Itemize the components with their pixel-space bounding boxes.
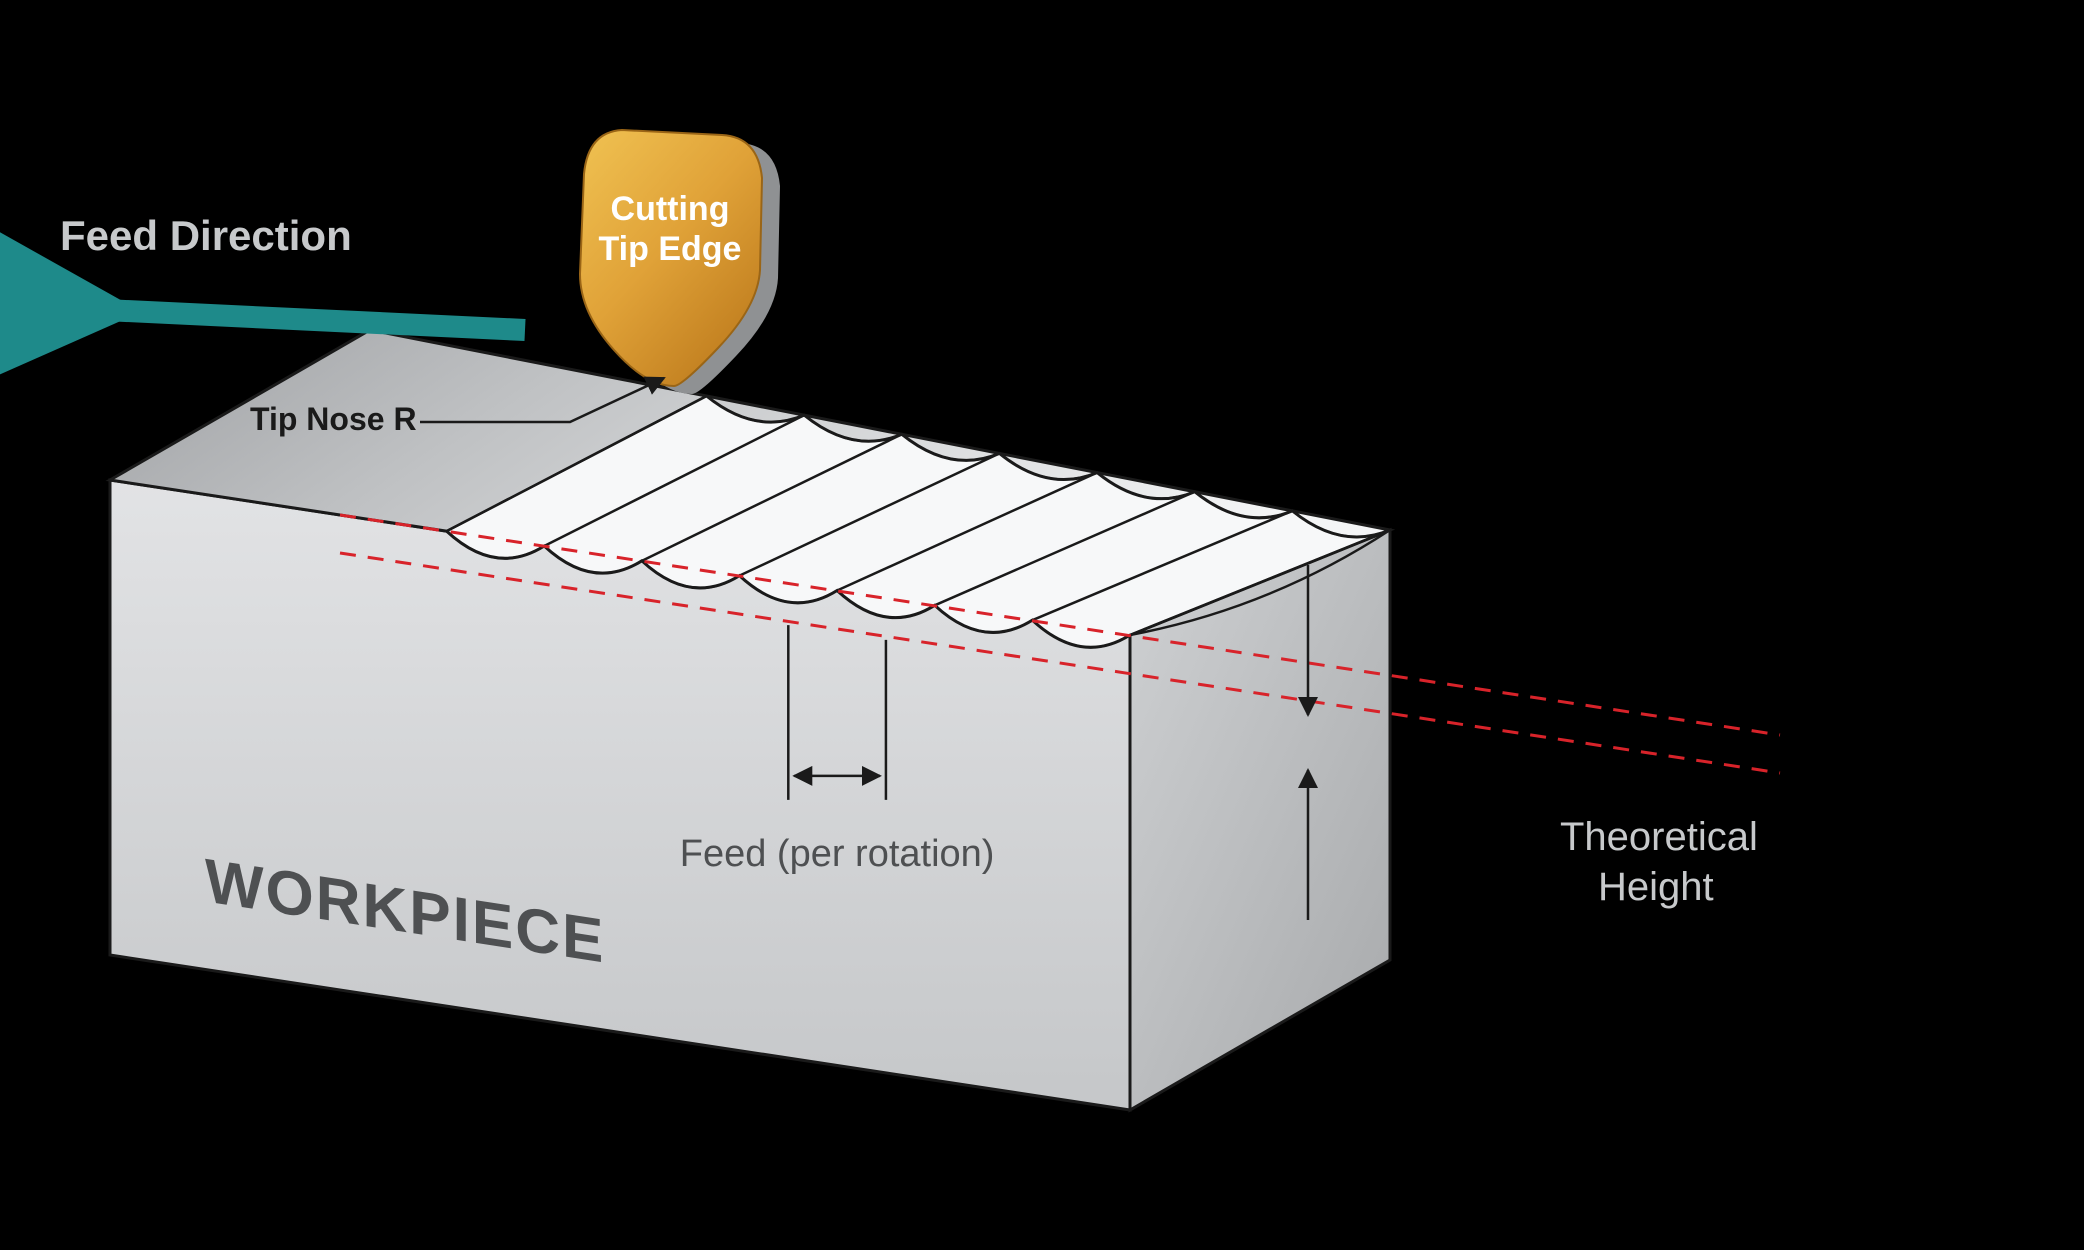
diagram-svg: Feed Direction Cutting Tip Edge Tip Nose… (0, 0, 2084, 1250)
diagram-stage: Feed Direction Cutting Tip Edge Tip Nose… (0, 0, 2084, 1250)
cutting-tip-label-1: Cutting (611, 190, 730, 228)
cutting-tool-group: Cutting Tip Edge (580, 130, 780, 394)
theoretical-label-2: Height (1598, 865, 1714, 909)
feed-direction-arrow (105, 310, 525, 330)
tip-nose-r-label: Tip Nose R (250, 401, 417, 437)
feed-per-rotation-label: Feed (per rotation) (680, 833, 995, 875)
cutting-tip-label-2: Tip Edge (599, 230, 742, 268)
feed-direction-group: Feed Direction (60, 212, 525, 330)
theoretical-label-1: Theoretical (1560, 815, 1758, 859)
feed-direction-label: Feed Direction (60, 212, 352, 259)
